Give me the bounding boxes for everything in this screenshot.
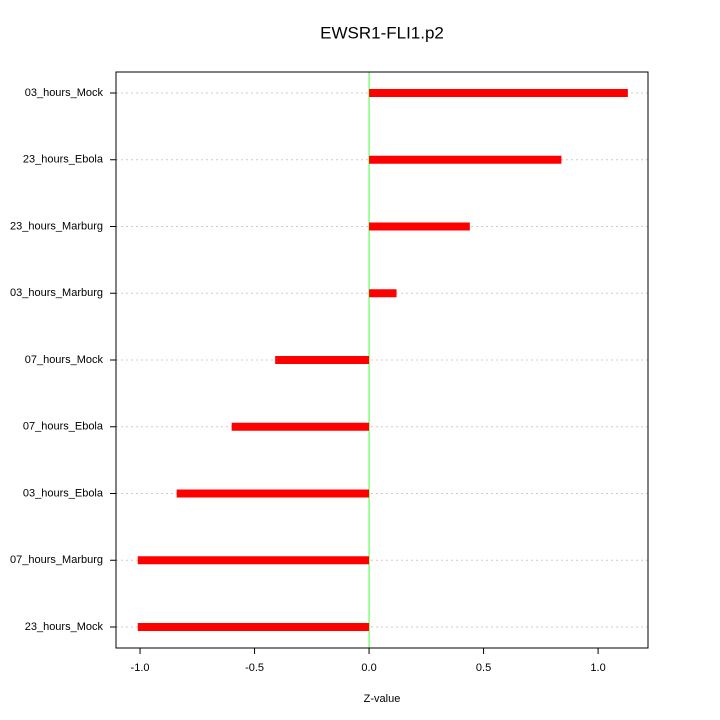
y-tick-label: 07_hours_Marburg xyxy=(10,554,103,566)
bar xyxy=(369,222,470,231)
x-tick-label: 1.0 xyxy=(590,662,605,674)
x-axis-label: Z-value xyxy=(364,693,401,705)
bar xyxy=(369,289,397,298)
x-tick-label: -1.0 xyxy=(131,662,150,674)
y-tick-label: 07_hours_Ebola xyxy=(23,421,104,433)
x-tick-label: 0.0 xyxy=(361,662,376,674)
y-tick-label: 03_hours_Mock xyxy=(25,87,104,99)
y-tick-label: 23_hours_Mock xyxy=(25,621,104,633)
chart-title: EWSR1-FLI1.p2 xyxy=(320,23,444,42)
x-tick-label: 0.5 xyxy=(476,662,491,674)
x-tick-label: -0.5 xyxy=(245,662,264,674)
y-tick-label: 03_hours_Ebola xyxy=(23,487,104,499)
y-tick-label: 23_hours_Ebola xyxy=(23,154,104,166)
bar xyxy=(137,556,370,565)
bar xyxy=(137,623,370,631)
bar xyxy=(231,422,370,431)
y-tick-label: 23_hours_Marburg xyxy=(10,220,103,232)
bar xyxy=(275,356,370,364)
bar xyxy=(369,155,562,164)
bar xyxy=(176,489,370,498)
plot-frame xyxy=(115,71,649,649)
bar xyxy=(369,89,628,97)
y-tick-label: 07_hours_Mock xyxy=(25,354,104,366)
y-tick-label: 03_hours_Marburg xyxy=(10,287,103,299)
